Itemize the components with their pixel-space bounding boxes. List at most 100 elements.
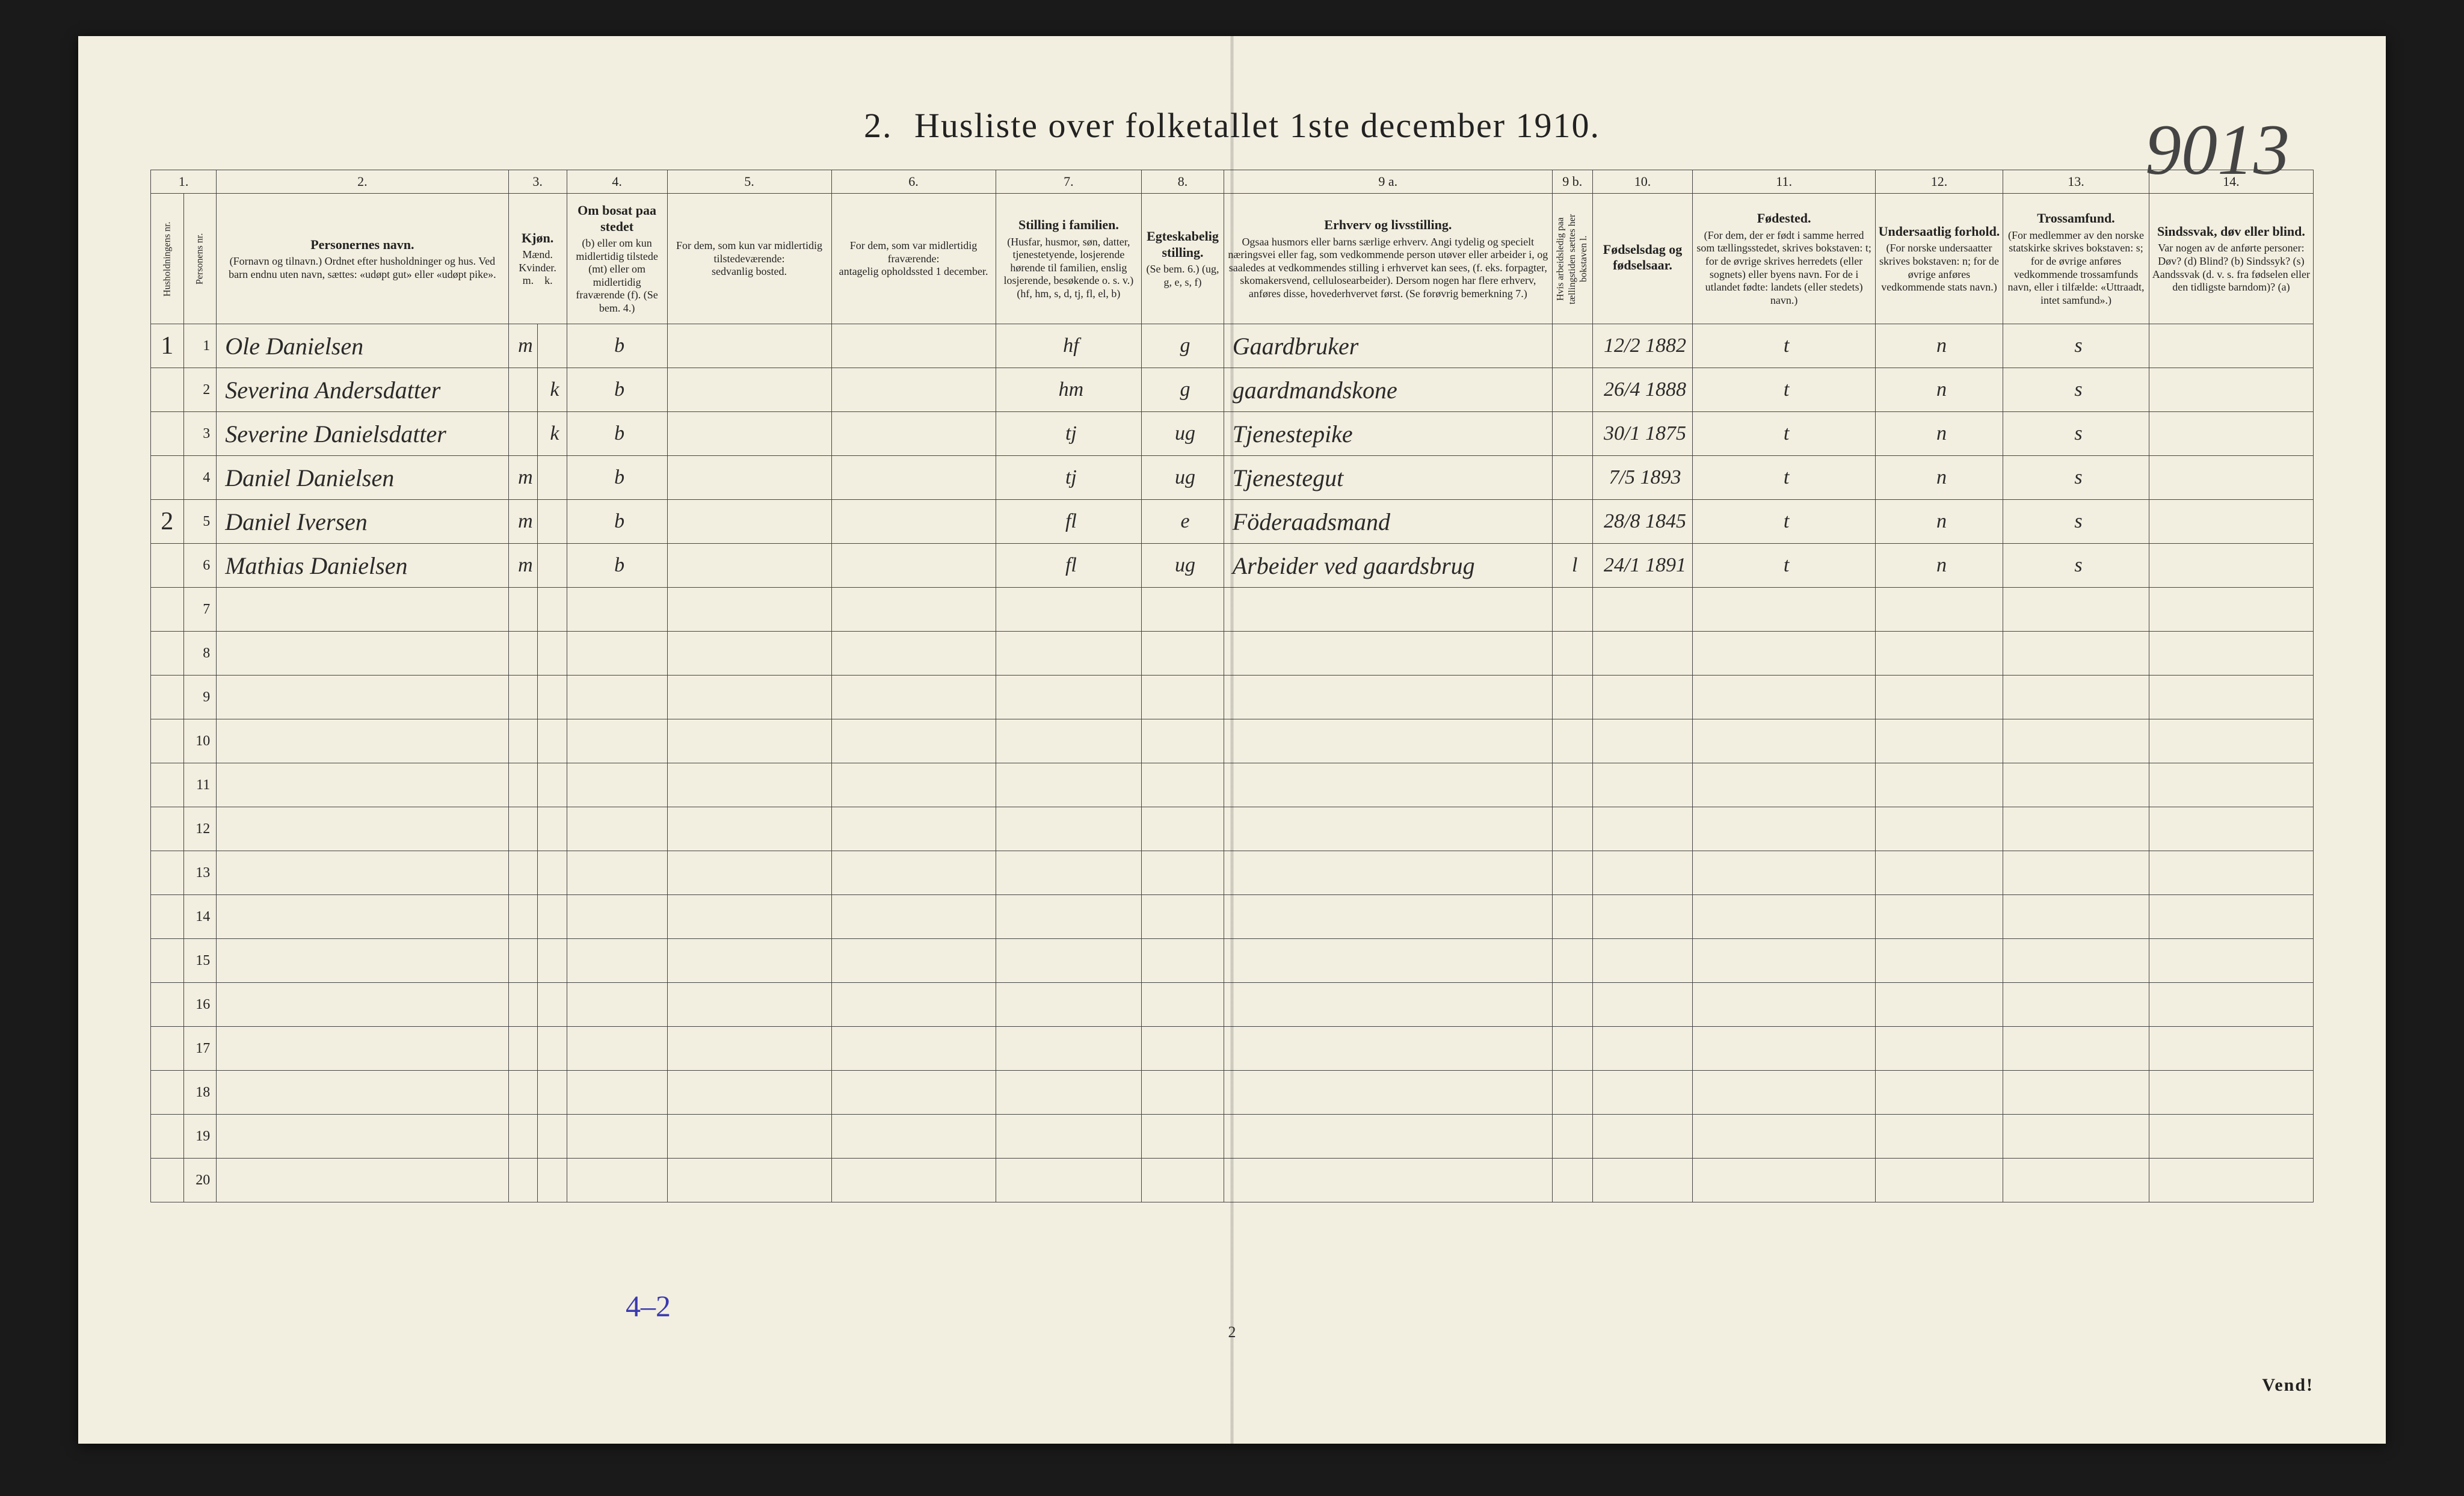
cell-sex-k: [538, 588, 567, 632]
cell-temp-absent: [831, 588, 996, 632]
cell-unemployed: [1552, 676, 1592, 719]
cell-residence: b: [567, 324, 667, 368]
cell-nationality: n: [1875, 500, 2003, 544]
cell-temp-present: [667, 456, 831, 500]
cell-sex-k: [538, 500, 567, 544]
cell-household-no: [151, 456, 184, 500]
cell-sex-m: [508, 412, 538, 456]
cell-household-no: [151, 851, 184, 895]
cell-name: [217, 588, 508, 632]
header-sex-m: m.: [523, 274, 534, 286]
header-res-sub: (b) eller om kun midlertidig tilstede (m…: [576, 237, 658, 314]
cell-marital: g: [1142, 368, 1224, 412]
cell-name: Daniel Danielsen: [217, 456, 508, 500]
table-row: 11: [151, 763, 2314, 807]
table-row: 10: [151, 719, 2314, 763]
table-row: 11Ole DanielsenmbhfgGaardbruker12/2 1882…: [151, 324, 2314, 368]
cell-birthplace: [1693, 851, 1875, 895]
cell-religion: s: [2003, 324, 2149, 368]
cell-occupation: [1224, 632, 1552, 676]
cell-sex-k: [538, 939, 567, 983]
cell-temp-absent: [831, 412, 996, 456]
cell-family-position: fl: [996, 500, 1142, 544]
table-row: 14: [151, 895, 2314, 939]
cell-person-no: 6: [183, 544, 217, 588]
cell-sex-m: m: [508, 500, 538, 544]
cell-birthplace: t: [1693, 544, 1875, 588]
cell-marital: ug: [1142, 544, 1224, 588]
cell-sex-k: [538, 807, 567, 851]
header-sex-k: k.: [544, 274, 553, 286]
cell-sex-m: [508, 632, 538, 676]
cell-person-no: 4: [183, 456, 217, 500]
cell-sex-m: [508, 983, 538, 1027]
cell-unemployed: [1552, 324, 1592, 368]
cell-disability: [2149, 719, 2313, 763]
colnum-4: 4.: [567, 170, 667, 194]
cell-marital: [1142, 763, 1224, 807]
cell-dob: [1592, 851, 1693, 895]
table-row: 6Mathias DanielsenmbflugArbeider ved gaa…: [151, 544, 2314, 588]
header-unemployed: Hvis arbeidsledig paa tællingstiden sætt…: [1552, 194, 1592, 324]
cell-occupation: Tjenestepike: [1224, 412, 1552, 456]
cell-residence: [567, 719, 667, 763]
cell-person-no: 9: [183, 676, 217, 719]
cell-sex-m: [508, 851, 538, 895]
cell-religion: s: [2003, 368, 2149, 412]
header-occupation: Erhverv og livsstilling. Ogsaa husmors e…: [1224, 194, 1552, 324]
cell-nationality: [1875, 588, 2003, 632]
cell-nationality: [1875, 1027, 2003, 1071]
cell-religion: [2003, 1027, 2149, 1071]
cell-dob: [1592, 1071, 1693, 1115]
cell-birthplace: t: [1693, 368, 1875, 412]
cell-temp-absent: [831, 807, 996, 851]
cell-dob: [1592, 939, 1693, 983]
cell-unemployed: [1552, 1027, 1592, 1071]
cell-sex-k: k: [538, 368, 567, 412]
header-c5-sub: sedvanlig bosted.: [712, 265, 787, 277]
cell-religion: [2003, 588, 2149, 632]
cell-marital: ug: [1142, 456, 1224, 500]
cell-disability: [2149, 676, 2313, 719]
cell-sex-m: [508, 1071, 538, 1115]
cell-temp-present: [667, 719, 831, 763]
colnum-5: 5.: [667, 170, 831, 194]
header-c6-sub: antagelig opholdssted 1 december.: [839, 265, 988, 277]
colnum-7: 7.: [996, 170, 1142, 194]
cell-sex-k: [538, 676, 567, 719]
cell-temp-absent: [831, 676, 996, 719]
cell-household-no: [151, 1071, 184, 1115]
cell-nationality: n: [1875, 324, 2003, 368]
table-row: 25Daniel IversenmbfleFöderaadsmand28/8 1…: [151, 500, 2314, 544]
cell-person-no: 5: [183, 500, 217, 544]
cell-residence: b: [567, 368, 667, 412]
cell-sex-m: m: [508, 456, 538, 500]
cell-sex-k: [538, 456, 567, 500]
cell-occupation: Arbeider ved gaardsbrug: [1224, 544, 1552, 588]
cell-person-no: 7: [183, 588, 217, 632]
cell-dob: [1592, 719, 1693, 763]
cell-birthplace: t: [1693, 412, 1875, 456]
cell-occupation: Tjenestegut: [1224, 456, 1552, 500]
cell-nationality: [1875, 1071, 2003, 1115]
cell-nationality: [1875, 851, 2003, 895]
cell-sex-m: [508, 588, 538, 632]
cell-temp-present: [667, 763, 831, 807]
cell-temp-present: [667, 588, 831, 632]
cell-marital: e: [1142, 500, 1224, 544]
cell-dob: 30/1 1875: [1592, 412, 1693, 456]
cell-occupation: [1224, 676, 1552, 719]
cell-family-position: [996, 719, 1142, 763]
cell-birthplace: [1693, 588, 1875, 632]
colnum-2: 2.: [217, 170, 508, 194]
cell-name: [217, 983, 508, 1027]
cell-birthplace: [1693, 763, 1875, 807]
cell-sex-m: [508, 807, 538, 851]
cell-disability: [2149, 368, 2313, 412]
cell-family-position: [996, 1115, 1142, 1159]
cell-marital: [1142, 895, 1224, 939]
cell-disability: [2149, 456, 2313, 500]
cell-occupation: [1224, 895, 1552, 939]
table-row: 9: [151, 676, 2314, 719]
cell-occupation: [1224, 1027, 1552, 1071]
